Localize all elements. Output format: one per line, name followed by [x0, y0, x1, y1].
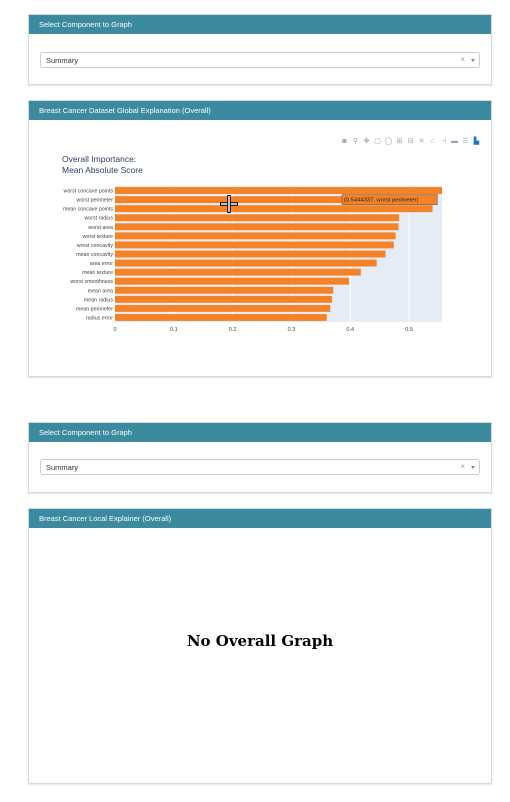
clear-icon[interactable]: ×: [460, 462, 465, 471]
bar: [115, 214, 400, 222]
bar: [115, 196, 436, 204]
bar: [115, 232, 396, 240]
y-tick-label: worst concave points: [64, 189, 114, 195]
chevron-down-icon[interactable]: [471, 466, 475, 469]
bar: [115, 304, 331, 312]
y-tick-label: worst concavity: [77, 243, 114, 249]
x-tick-label: 0.5: [405, 327, 413, 333]
bar: [115, 241, 394, 249]
bar: [115, 286, 334, 294]
hover-tooltip: [341, 194, 438, 205]
bar: [115, 187, 442, 194]
y-tick-label: mean area: [88, 288, 113, 294]
y-tick-label: mean concave points: [63, 207, 113, 213]
y-tick-label: worst perimeter: [77, 198, 114, 204]
bar: [115, 250, 386, 258]
component-select[interactable]: Summary ×: [40, 459, 480, 475]
bar: [115, 295, 333, 303]
hover-compare-icon[interactable]: ☰: [462, 138, 469, 145]
y-tick-label: area error: [90, 261, 113, 267]
reset-axes-icon[interactable]: ⌂: [430, 138, 435, 145]
zoom-out-icon[interactable]: ⊟: [407, 138, 414, 145]
component-select[interactable]: Summary ×: [40, 52, 480, 68]
card-header: Breast Cancer Dataset Global Explanation…: [29, 101, 491, 120]
x-tick-label: 0.3: [288, 327, 296, 333]
crosshair-cursor-icon: [220, 195, 238, 213]
y-tick-label: radius error: [86, 315, 113, 321]
chart-title: Overall Importance:: [62, 154, 136, 164]
hover-tooltip-text: (0.5444337, worst perimeter): [344, 198, 418, 204]
local-explainer-card: Breast Cancer Local Explainer (Overall) …: [28, 508, 492, 784]
bar: [115, 259, 377, 267]
plot-modebar: ◙ ⚲ ✥ ▢ ◯ ⊞ ⊟ ✕ ⌂ ⊣ ▬ ☰ ▙: [340, 137, 481, 147]
y-tick-label: worst area: [88, 225, 113, 231]
x-tick-label: 0: [113, 327, 116, 333]
y-tick-label: worst smoothness: [70, 279, 113, 285]
lasso-icon[interactable]: ◯: [384, 138, 393, 145]
bar: [115, 314, 327, 321]
bar: [115, 223, 399, 231]
x-tick-label: 0.2: [229, 327, 237, 333]
clear-icon[interactable]: ×: [460, 55, 465, 64]
y-tick-label: mean concavity: [76, 252, 113, 258]
global-explanation-card: Breast Cancer Dataset Global Explanation…: [28, 100, 492, 377]
box-select-icon[interactable]: ▢: [374, 138, 381, 145]
y-tick-label: mean radius: [84, 297, 113, 303]
card-header: Select Component to Graph: [29, 15, 491, 34]
y-tick-label: mean perimeter: [76, 306, 113, 312]
autoscale-icon[interactable]: ✕: [418, 138, 425, 145]
zoom-icon[interactable]: ⚲: [352, 138, 359, 145]
importance-bar-chart[interactable]: Overall Importance:Mean Absolute Score 0 0…: [29, 121, 491, 377]
spike-lines-icon[interactable]: ⊣: [440, 138, 447, 145]
bar: [115, 277, 350, 285]
component-select-card: Select Component to Graph Summary ×: [28, 422, 492, 493]
select-value: Summary: [46, 463, 79, 472]
x-tick-label: 0.4: [346, 327, 354, 333]
no-graph-message: No Overall Graph: [186, 632, 334, 650]
chart-subtitle: Mean Absolute Score: [62, 165, 143, 175]
component-select-card: Select Component to Graph Summary ×: [28, 14, 492, 85]
card-header: Breast Cancer Local Explainer (Overall): [29, 509, 491, 528]
bar: [115, 268, 361, 276]
hover-closest-icon[interactable]: ▬: [451, 138, 458, 145]
bar: [115, 205, 433, 213]
y-tick-label: mean texture: [82, 270, 113, 276]
plotly-logo-icon[interactable]: ▙: [473, 138, 480, 145]
chevron-down-icon[interactable]: [471, 59, 475, 62]
y-tick-label: worst radius: [84, 216, 113, 222]
zoom-in-icon[interactable]: ⊞: [396, 138, 403, 145]
x-tick-label: 0.1: [170, 327, 178, 333]
select-value: Summary: [46, 56, 79, 65]
card-header: Select Component to Graph: [29, 423, 491, 442]
pan-icon[interactable]: ✥: [363, 138, 370, 145]
camera-icon[interactable]: ◙: [342, 138, 347, 145]
y-tick-label: worst texture: [83, 234, 113, 240]
